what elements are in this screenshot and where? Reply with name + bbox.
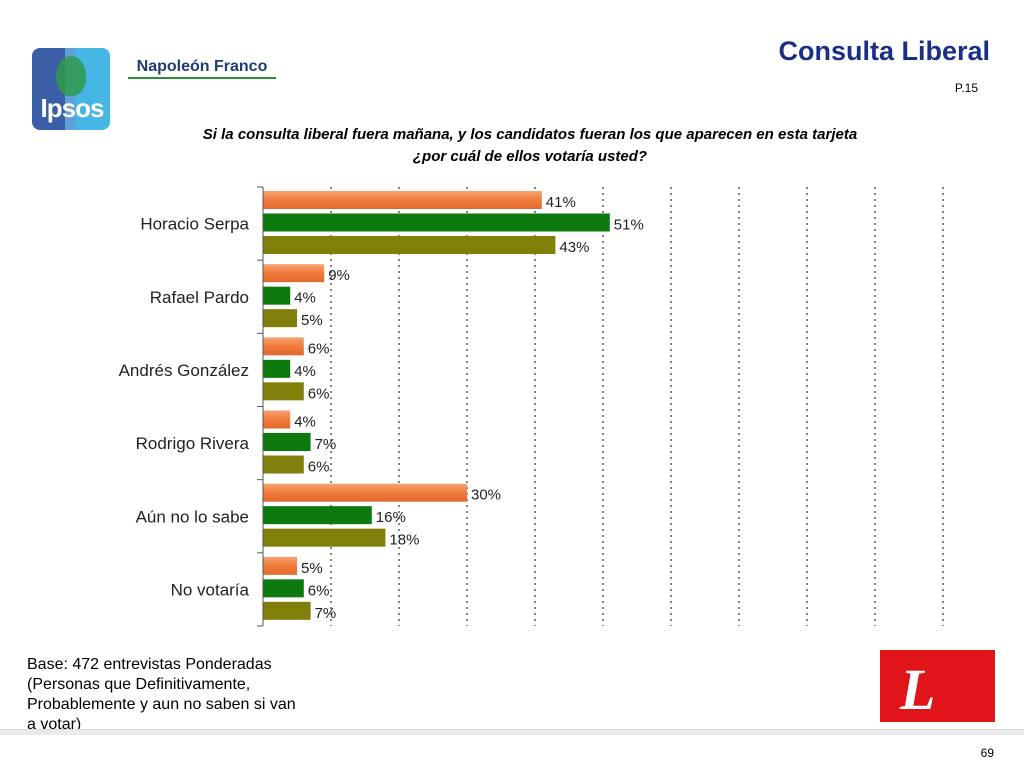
category-label: Rodrigo Rivera (136, 434, 250, 453)
liberal-logo-mark: L (900, 657, 936, 722)
bar-value-label: 30% (471, 487, 501, 504)
bar-value-label: 51% (614, 217, 644, 234)
base-note: Base: 472 entrevistas Ponderadas (Person… (27, 655, 327, 735)
bar-value-label: 5% (301, 560, 323, 577)
bar (263, 579, 304, 598)
bar-value-label: 5% (301, 312, 323, 329)
bar (263, 191, 542, 209)
leaf-icon (56, 56, 86, 96)
survey-question: Si la consulta liberal fuera mañana, y l… (150, 124, 910, 168)
bar-value-label: 6% (308, 459, 330, 476)
bar-value-label: 16% (376, 509, 406, 526)
question-line-1: Si la consulta liberal fuera mañana, y l… (202, 126, 858, 143)
bar-value-label: 9% (328, 267, 350, 284)
bar-value-label: 7% (315, 605, 337, 622)
question-line-2: ¿por cuál de ellos votaría usted? (412, 148, 648, 165)
bar (263, 236, 556, 254)
footer-divider (0, 729, 1024, 735)
liberal-party-logo: L (880, 650, 995, 722)
bar-chart: Horacio Serpa 41% 51% 43% Rafael Pardo 9% 4% 5%… (119, 186, 944, 627)
category-label: Aún no lo sabe (136, 507, 249, 526)
grid-layer (330, 187, 944, 626)
labels-layer: Horacio Serpa 41% 51% 43% Rafael Pardo 9% 4% 5%… (119, 194, 644, 622)
brand-name: Napoleón Franco (128, 58, 276, 79)
ipsos-logo-text: Ipsos (40, 93, 105, 123)
bar (263, 506, 372, 525)
ipsos-logo: Ipsos (32, 48, 110, 130)
bar-value-label: 43% (559, 239, 589, 256)
bar (263, 382, 304, 401)
page-reference: P.15 (954, 81, 978, 95)
bar (263, 264, 325, 283)
bar (263, 213, 610, 232)
bar (263, 410, 291, 429)
bar-value-label: 4% (294, 414, 316, 431)
category-label: Andrés González (119, 361, 249, 380)
base-note-line: Probablemente y aun no saben si van (27, 696, 296, 713)
page-number: 69 (980, 746, 994, 760)
bar (263, 359, 291, 378)
bar-value-label: 41% (546, 194, 576, 211)
bar (263, 455, 304, 474)
bar-value-label: 18% (389, 532, 419, 549)
category-label: Rafael Pardo (150, 288, 249, 307)
bar-value-label: 4% (294, 290, 316, 307)
bar (263, 433, 311, 451)
base-note-line: (Personas que Definitivamente, (27, 676, 251, 693)
bar-value-label: 6% (308, 385, 330, 402)
base-note-line: Base: 472 entrevistas Ponderadas (27, 656, 272, 673)
base-note-line: a votar) (27, 716, 82, 733)
bar-value-label: 6% (308, 582, 330, 599)
bar (263, 286, 291, 305)
category-label: Horacio Serpa (140, 215, 249, 234)
axis-layer (257, 186, 264, 627)
bar (263, 556, 297, 575)
category-label: No votaría (171, 580, 250, 599)
bar (263, 337, 304, 356)
bars-layer (263, 191, 610, 620)
bar (263, 483, 467, 502)
bar-value-label: 6% (308, 340, 330, 357)
bar (263, 528, 386, 547)
page-title: Consulta Liberal (778, 36, 990, 66)
bar (263, 601, 311, 620)
bar-value-label: 4% (294, 363, 316, 380)
bar-value-label: 7% (315, 436, 337, 453)
bar (263, 309, 297, 328)
